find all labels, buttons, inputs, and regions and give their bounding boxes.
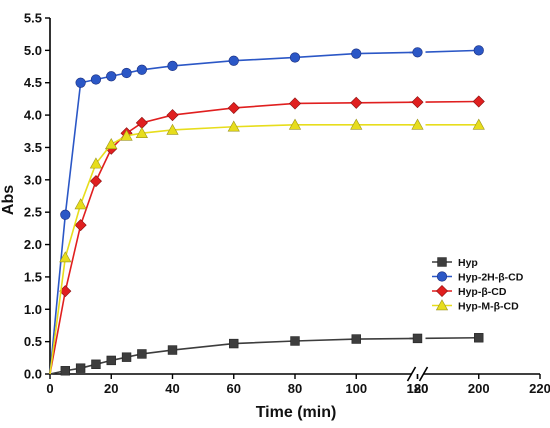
data-point bbox=[472, 118, 485, 130]
data-point bbox=[228, 55, 239, 66]
series-1 bbox=[49, 45, 484, 375]
x-tick-label: 120 bbox=[407, 381, 429, 396]
data-point bbox=[135, 116, 148, 129]
data-point bbox=[121, 352, 132, 362]
x-tick-label: 200 bbox=[468, 381, 490, 396]
legend-marker bbox=[437, 257, 447, 267]
data-point bbox=[167, 345, 178, 355]
y-tick-label: 3.5 bbox=[24, 140, 42, 155]
y-tick-label: 1.5 bbox=[24, 269, 42, 284]
series-line bbox=[425, 336, 479, 340]
y-tick-label: 2.5 bbox=[24, 205, 42, 220]
y-tick-label: 0.0 bbox=[24, 367, 42, 382]
data-point bbox=[351, 334, 361, 344]
y-tick-label: 1.0 bbox=[24, 302, 42, 317]
x-tick-label: 20 bbox=[104, 381, 118, 396]
data-point bbox=[60, 209, 71, 220]
data-point bbox=[105, 138, 118, 149]
data-point bbox=[473, 45, 484, 56]
y-tick-label: 5.5 bbox=[24, 11, 42, 26]
data-point bbox=[75, 77, 86, 88]
data-point bbox=[411, 118, 424, 130]
series-line bbox=[425, 100, 479, 103]
legend-marker bbox=[436, 271, 448, 282]
y-tick-label: 0.5 bbox=[24, 334, 42, 349]
series-line bbox=[49, 124, 418, 375]
data-point bbox=[350, 96, 363, 109]
data-point bbox=[288, 97, 302, 110]
data-point bbox=[120, 129, 133, 141]
x-tick-label: 100 bbox=[345, 381, 367, 396]
data-point bbox=[91, 359, 101, 369]
data-point bbox=[412, 333, 423, 344]
legend-label: Hyp-M-β-CD bbox=[458, 301, 519, 313]
data-point bbox=[227, 120, 240, 132]
data-point bbox=[75, 363, 86, 373]
series-line bbox=[49, 101, 418, 375]
x-axis-title: Time (min) bbox=[256, 404, 337, 421]
series-line bbox=[49, 51, 418, 375]
y-tick-label: 4.0 bbox=[24, 108, 42, 123]
y-tick-label: 5.0 bbox=[24, 43, 42, 58]
legend-marker bbox=[435, 299, 449, 311]
series-0 bbox=[49, 333, 484, 376]
data-point bbox=[229, 338, 239, 349]
data-point bbox=[167, 60, 178, 71]
chart-plot-layer: 0.0 0.5 1.0 1.5 2.0 2.5 3.0 3.5 4.0 4.5 5.0 5.5 0 20 4… bbox=[24, 11, 550, 397]
legend-label: Hyp-β-CD bbox=[458, 286, 507, 298]
x-tick-label: 80 bbox=[288, 381, 302, 396]
x-tick-label: 40 bbox=[165, 381, 179, 396]
data-point bbox=[106, 355, 116, 366]
data-point bbox=[121, 67, 132, 79]
legend-marker bbox=[435, 284, 449, 298]
y-tick-label: 2.0 bbox=[24, 237, 42, 252]
legend-item: Hyp-M-β-CD bbox=[432, 299, 519, 313]
series-3 bbox=[49, 118, 485, 375]
series-2 bbox=[49, 95, 485, 375]
data-point bbox=[60, 366, 71, 376]
data-point bbox=[411, 96, 424, 109]
data-point bbox=[106, 71, 117, 82]
x-tick-label: 60 bbox=[227, 381, 241, 396]
series-line bbox=[425, 49, 479, 53]
data-point bbox=[166, 123, 179, 135]
legend-item: Hyp-2H-β-CD bbox=[432, 271, 524, 284]
data-point bbox=[135, 126, 148, 138]
data-point bbox=[74, 198, 87, 210]
legend-label: Hyp-2H-β-CD bbox=[458, 272, 524, 284]
data-point bbox=[350, 118, 363, 130]
data-point bbox=[289, 52, 301, 63]
legend-item: Hyp-β-CD bbox=[432, 284, 507, 298]
axis-break-mark bbox=[418, 366, 429, 382]
axis-break-mark bbox=[406, 366, 417, 382]
y-tick-label: 3.0 bbox=[24, 172, 42, 187]
data-point bbox=[89, 175, 102, 188]
x-tick-label: 0 bbox=[46, 381, 53, 396]
data-point bbox=[472, 95, 485, 108]
data-point bbox=[166, 109, 179, 122]
data-point bbox=[89, 157, 103, 169]
data-point bbox=[290, 336, 300, 346]
data-point bbox=[474, 333, 484, 343]
data-point bbox=[227, 101, 240, 114]
data-point bbox=[136, 64, 147, 75]
legend-label: Hyp bbox=[458, 257, 478, 269]
data-point bbox=[90, 74, 102, 85]
data-point bbox=[351, 48, 362, 59]
y-tick-label: 4.5 bbox=[24, 75, 42, 90]
y-axis-title: Abs bbox=[0, 185, 17, 215]
x-tick-label: 220 bbox=[529, 381, 550, 396]
legend-item: Hyp bbox=[432, 257, 478, 269]
data-point bbox=[74, 219, 87, 232]
data-point bbox=[412, 47, 423, 58]
data-point bbox=[137, 349, 147, 359]
data-point bbox=[59, 251, 72, 263]
x-tick-label: 180 bbox=[407, 381, 429, 396]
data-point bbox=[288, 118, 302, 130]
